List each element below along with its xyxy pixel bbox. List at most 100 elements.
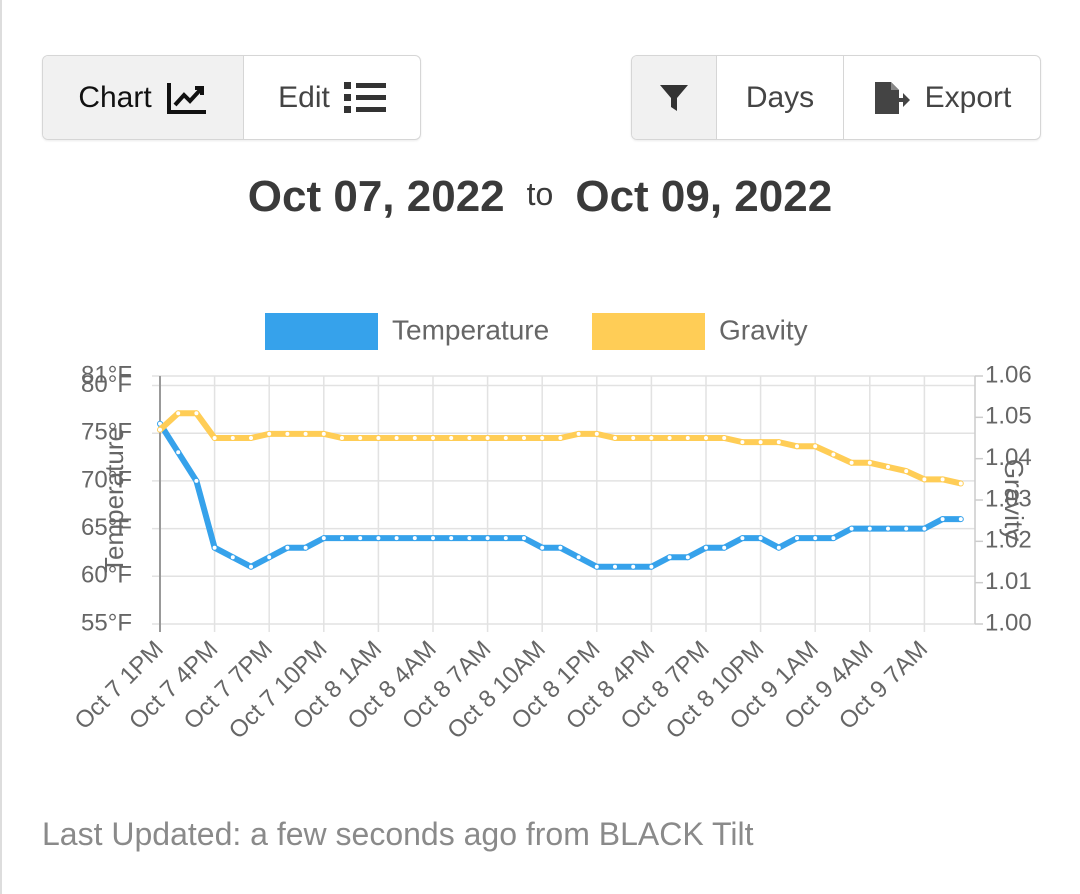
actions: Days Export xyxy=(631,55,1041,140)
data-point xyxy=(211,544,218,551)
data-point xyxy=(557,544,564,551)
data-point xyxy=(866,525,873,532)
label: Days xyxy=(745,80,815,114)
data-point xyxy=(957,480,964,487)
data-point xyxy=(193,410,200,417)
data-point xyxy=(666,435,673,441)
chart-icon xyxy=(166,82,206,114)
label: Chart xyxy=(78,80,152,114)
data-point xyxy=(411,435,418,441)
data-point xyxy=(721,544,728,551)
data-point xyxy=(484,435,491,441)
data-point xyxy=(521,435,527,441)
data-point xyxy=(775,439,782,446)
data-point xyxy=(648,435,655,441)
y-tick-label: 55°F xyxy=(81,609,132,636)
data-point xyxy=(248,435,254,441)
data-point xyxy=(302,430,309,437)
y-tick-label: 81°F xyxy=(81,361,132,388)
data-point xyxy=(921,476,928,483)
y-tick-label: 60°F xyxy=(81,562,132,589)
legend-swatch xyxy=(265,313,378,350)
data-point xyxy=(320,535,327,542)
data-point xyxy=(794,535,800,542)
data-point xyxy=(866,459,873,466)
edge xyxy=(0,0,2,894)
data-point xyxy=(557,435,564,441)
data-point xyxy=(903,468,910,475)
data-point xyxy=(357,535,364,542)
y-tick-label: 75°F xyxy=(81,419,132,446)
data-point xyxy=(466,435,473,441)
data-point xyxy=(794,443,800,450)
data-point xyxy=(775,544,782,551)
y2-tick-label: 1.00 xyxy=(985,609,1032,636)
data-point xyxy=(175,410,182,417)
data-point xyxy=(830,535,837,542)
export-button[interactable]: Export xyxy=(844,56,1040,139)
data-point xyxy=(229,554,236,561)
data-point xyxy=(284,544,291,551)
data-point xyxy=(703,435,709,441)
data-point xyxy=(521,535,527,542)
data-point xyxy=(757,439,764,446)
data-point xyxy=(393,435,400,441)
y2-tick-label: 1.03 xyxy=(985,485,1032,512)
data-point xyxy=(430,535,436,542)
list-icon xyxy=(343,81,386,113)
data-point xyxy=(539,435,546,441)
data-point xyxy=(593,563,600,570)
data-point xyxy=(630,435,637,441)
filter-button[interactable] xyxy=(632,56,717,139)
data-point xyxy=(885,463,891,470)
legend-label: Temperature xyxy=(392,314,549,345)
chart-tab[interactable]: Chart xyxy=(43,56,244,139)
data-point xyxy=(612,435,618,441)
y-tick-label: 65°F xyxy=(81,514,132,541)
data-point xyxy=(593,430,600,437)
filter-icon xyxy=(660,84,688,111)
data-point xyxy=(739,535,746,542)
date-range: Oct 07, 2022 to Oct 09, 2022 xyxy=(0,172,1080,222)
data-point xyxy=(430,435,436,441)
data-point xyxy=(684,435,691,441)
data-point xyxy=(939,516,946,523)
data-point xyxy=(448,435,455,441)
data-point xyxy=(502,535,509,542)
days-button[interactable]: Days xyxy=(717,56,844,139)
data-point xyxy=(830,451,837,458)
data-point xyxy=(339,535,345,542)
edit-tab[interactable]: Edit xyxy=(244,56,420,139)
data-point xyxy=(885,525,891,532)
data-point xyxy=(848,525,855,532)
end-date: Oct 09, 2022 xyxy=(575,172,833,221)
data-point xyxy=(812,443,819,450)
legend-swatch xyxy=(592,313,705,350)
y-tick-label: 80°F xyxy=(81,371,132,398)
data-point xyxy=(339,435,345,441)
legend-label: Gravity xyxy=(719,314,808,345)
y-tick-label: 70°F xyxy=(81,466,132,493)
data-point xyxy=(575,554,582,561)
data-point xyxy=(357,435,364,441)
data-point xyxy=(757,535,764,542)
data-point xyxy=(502,435,509,441)
data-point xyxy=(812,535,819,542)
data-point xyxy=(266,430,273,437)
data-point xyxy=(703,544,709,551)
data-point xyxy=(211,435,218,441)
data-point xyxy=(248,563,254,570)
data-point xyxy=(375,435,382,441)
data-point xyxy=(630,563,637,570)
data-point xyxy=(484,535,491,542)
data-point xyxy=(721,435,728,441)
data-point xyxy=(193,477,200,484)
data-point xyxy=(612,563,618,570)
data-point xyxy=(539,544,546,551)
data-point xyxy=(739,439,746,446)
data-point xyxy=(448,535,455,542)
export-icon xyxy=(874,81,910,114)
label: Edit xyxy=(278,80,330,114)
data-point xyxy=(266,554,273,561)
